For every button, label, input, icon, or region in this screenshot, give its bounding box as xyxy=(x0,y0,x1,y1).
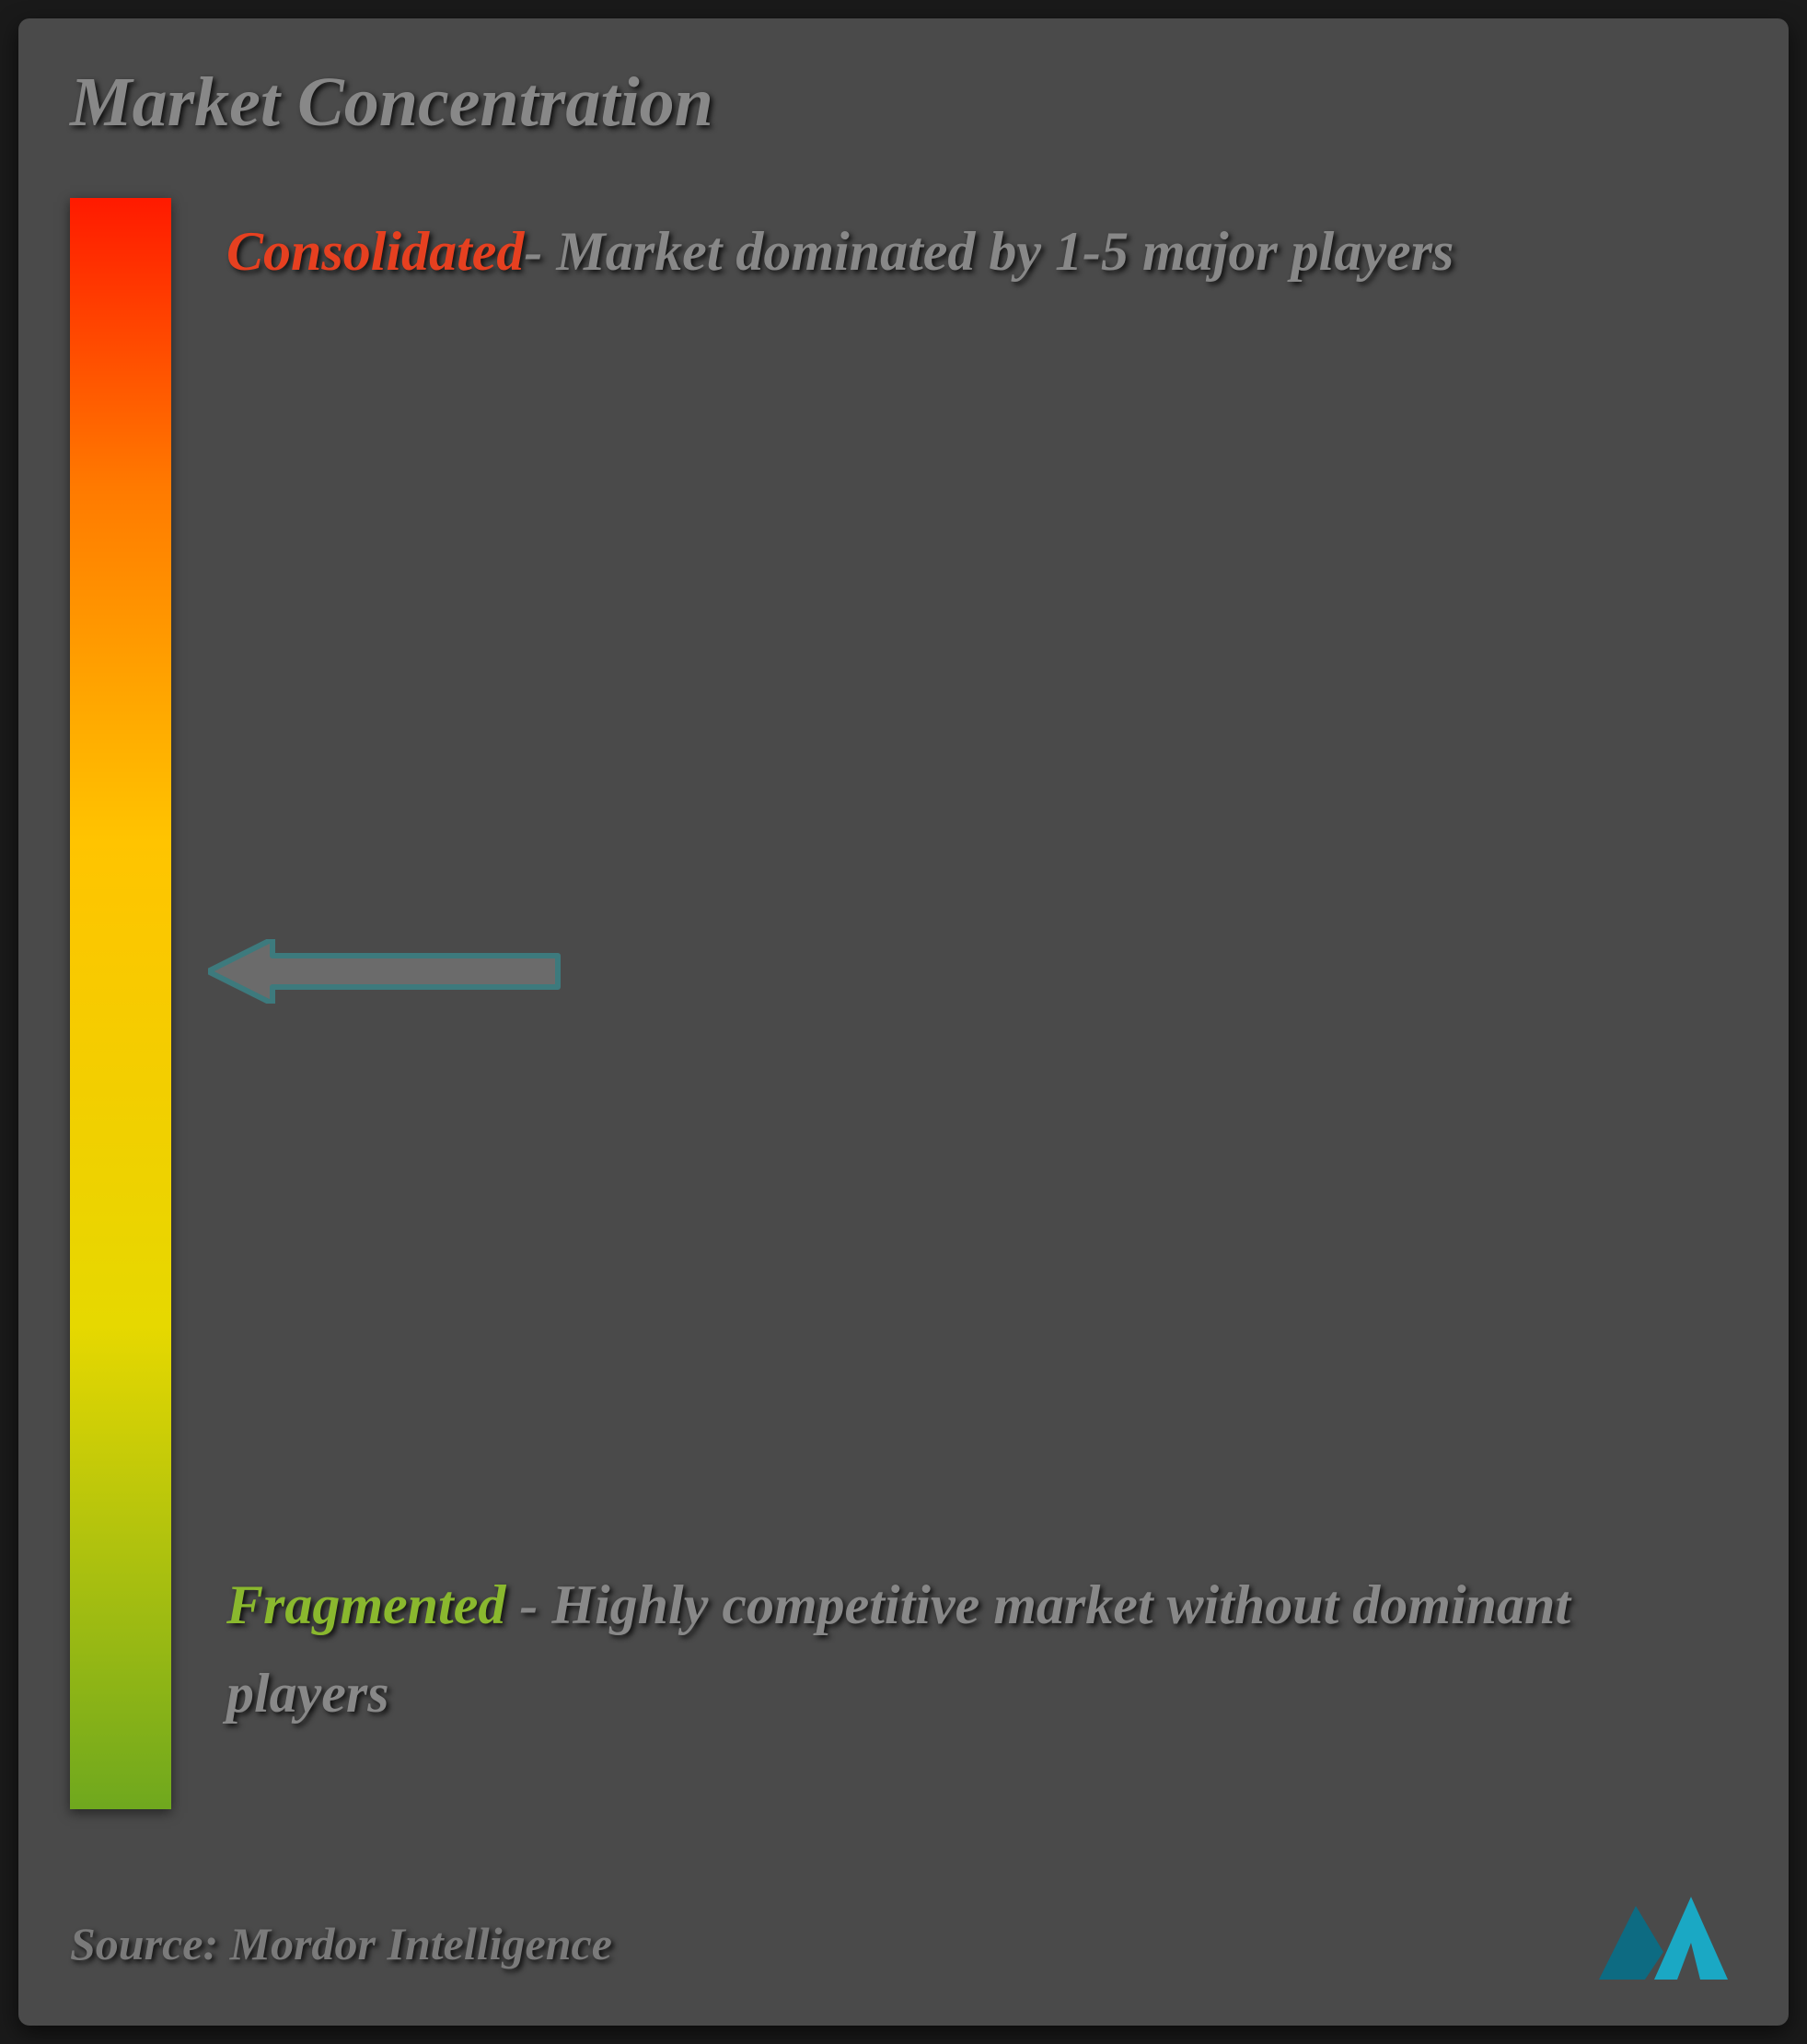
market-concentration-card: Market Concentration Consolidated- Marke… xyxy=(18,18,1789,2026)
content-area: Consolidated- Market dominated by 1-5 ma… xyxy=(70,198,1737,1809)
source-name: Mordor Intelligence xyxy=(230,1918,612,1969)
source-attribution: Source: Mordor Intelligence xyxy=(70,1917,612,1970)
card-title: Market Concentration xyxy=(70,63,1737,143)
fragmented-label: Fragmented - Highly competitive market w… xyxy=(226,1561,1700,1737)
source-prefix: Source: xyxy=(70,1918,230,1969)
mordor-logo-icon xyxy=(1590,1878,1737,1989)
fragmented-key: Fragmented xyxy=(226,1574,505,1635)
indicator-arrow xyxy=(208,939,576,1004)
consolidated-desc: - Market dominated by 1-5 major players xyxy=(524,221,1454,282)
consolidated-key: Consolidated xyxy=(226,221,524,282)
consolidated-label: Consolidated- Market dominated by 1-5 ma… xyxy=(226,207,1700,296)
concentration-gradient-bar xyxy=(70,198,171,1809)
